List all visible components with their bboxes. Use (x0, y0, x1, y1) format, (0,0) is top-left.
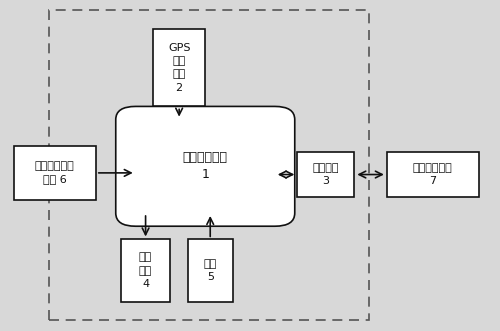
Text: 通信单元
3: 通信单元 3 (312, 163, 339, 186)
Text: 显示
单元
4: 显示 单元 4 (139, 252, 152, 289)
FancyBboxPatch shape (386, 152, 478, 197)
Text: 中央处理单元
1: 中央处理单元 1 (183, 151, 228, 181)
Text: 油量信息采集
系统 6: 油量信息采集 系统 6 (35, 161, 74, 184)
Text: 键盘
5: 键盘 5 (204, 259, 217, 282)
FancyBboxPatch shape (188, 239, 232, 302)
Text: GPS
定位
单元
2: GPS 定位 单元 2 (168, 43, 190, 93)
FancyBboxPatch shape (297, 152, 354, 197)
FancyBboxPatch shape (153, 29, 206, 107)
FancyBboxPatch shape (14, 146, 96, 200)
FancyBboxPatch shape (116, 107, 295, 226)
Text: 远程控制中心
7: 远程控制中心 7 (413, 163, 453, 186)
FancyBboxPatch shape (120, 239, 170, 302)
